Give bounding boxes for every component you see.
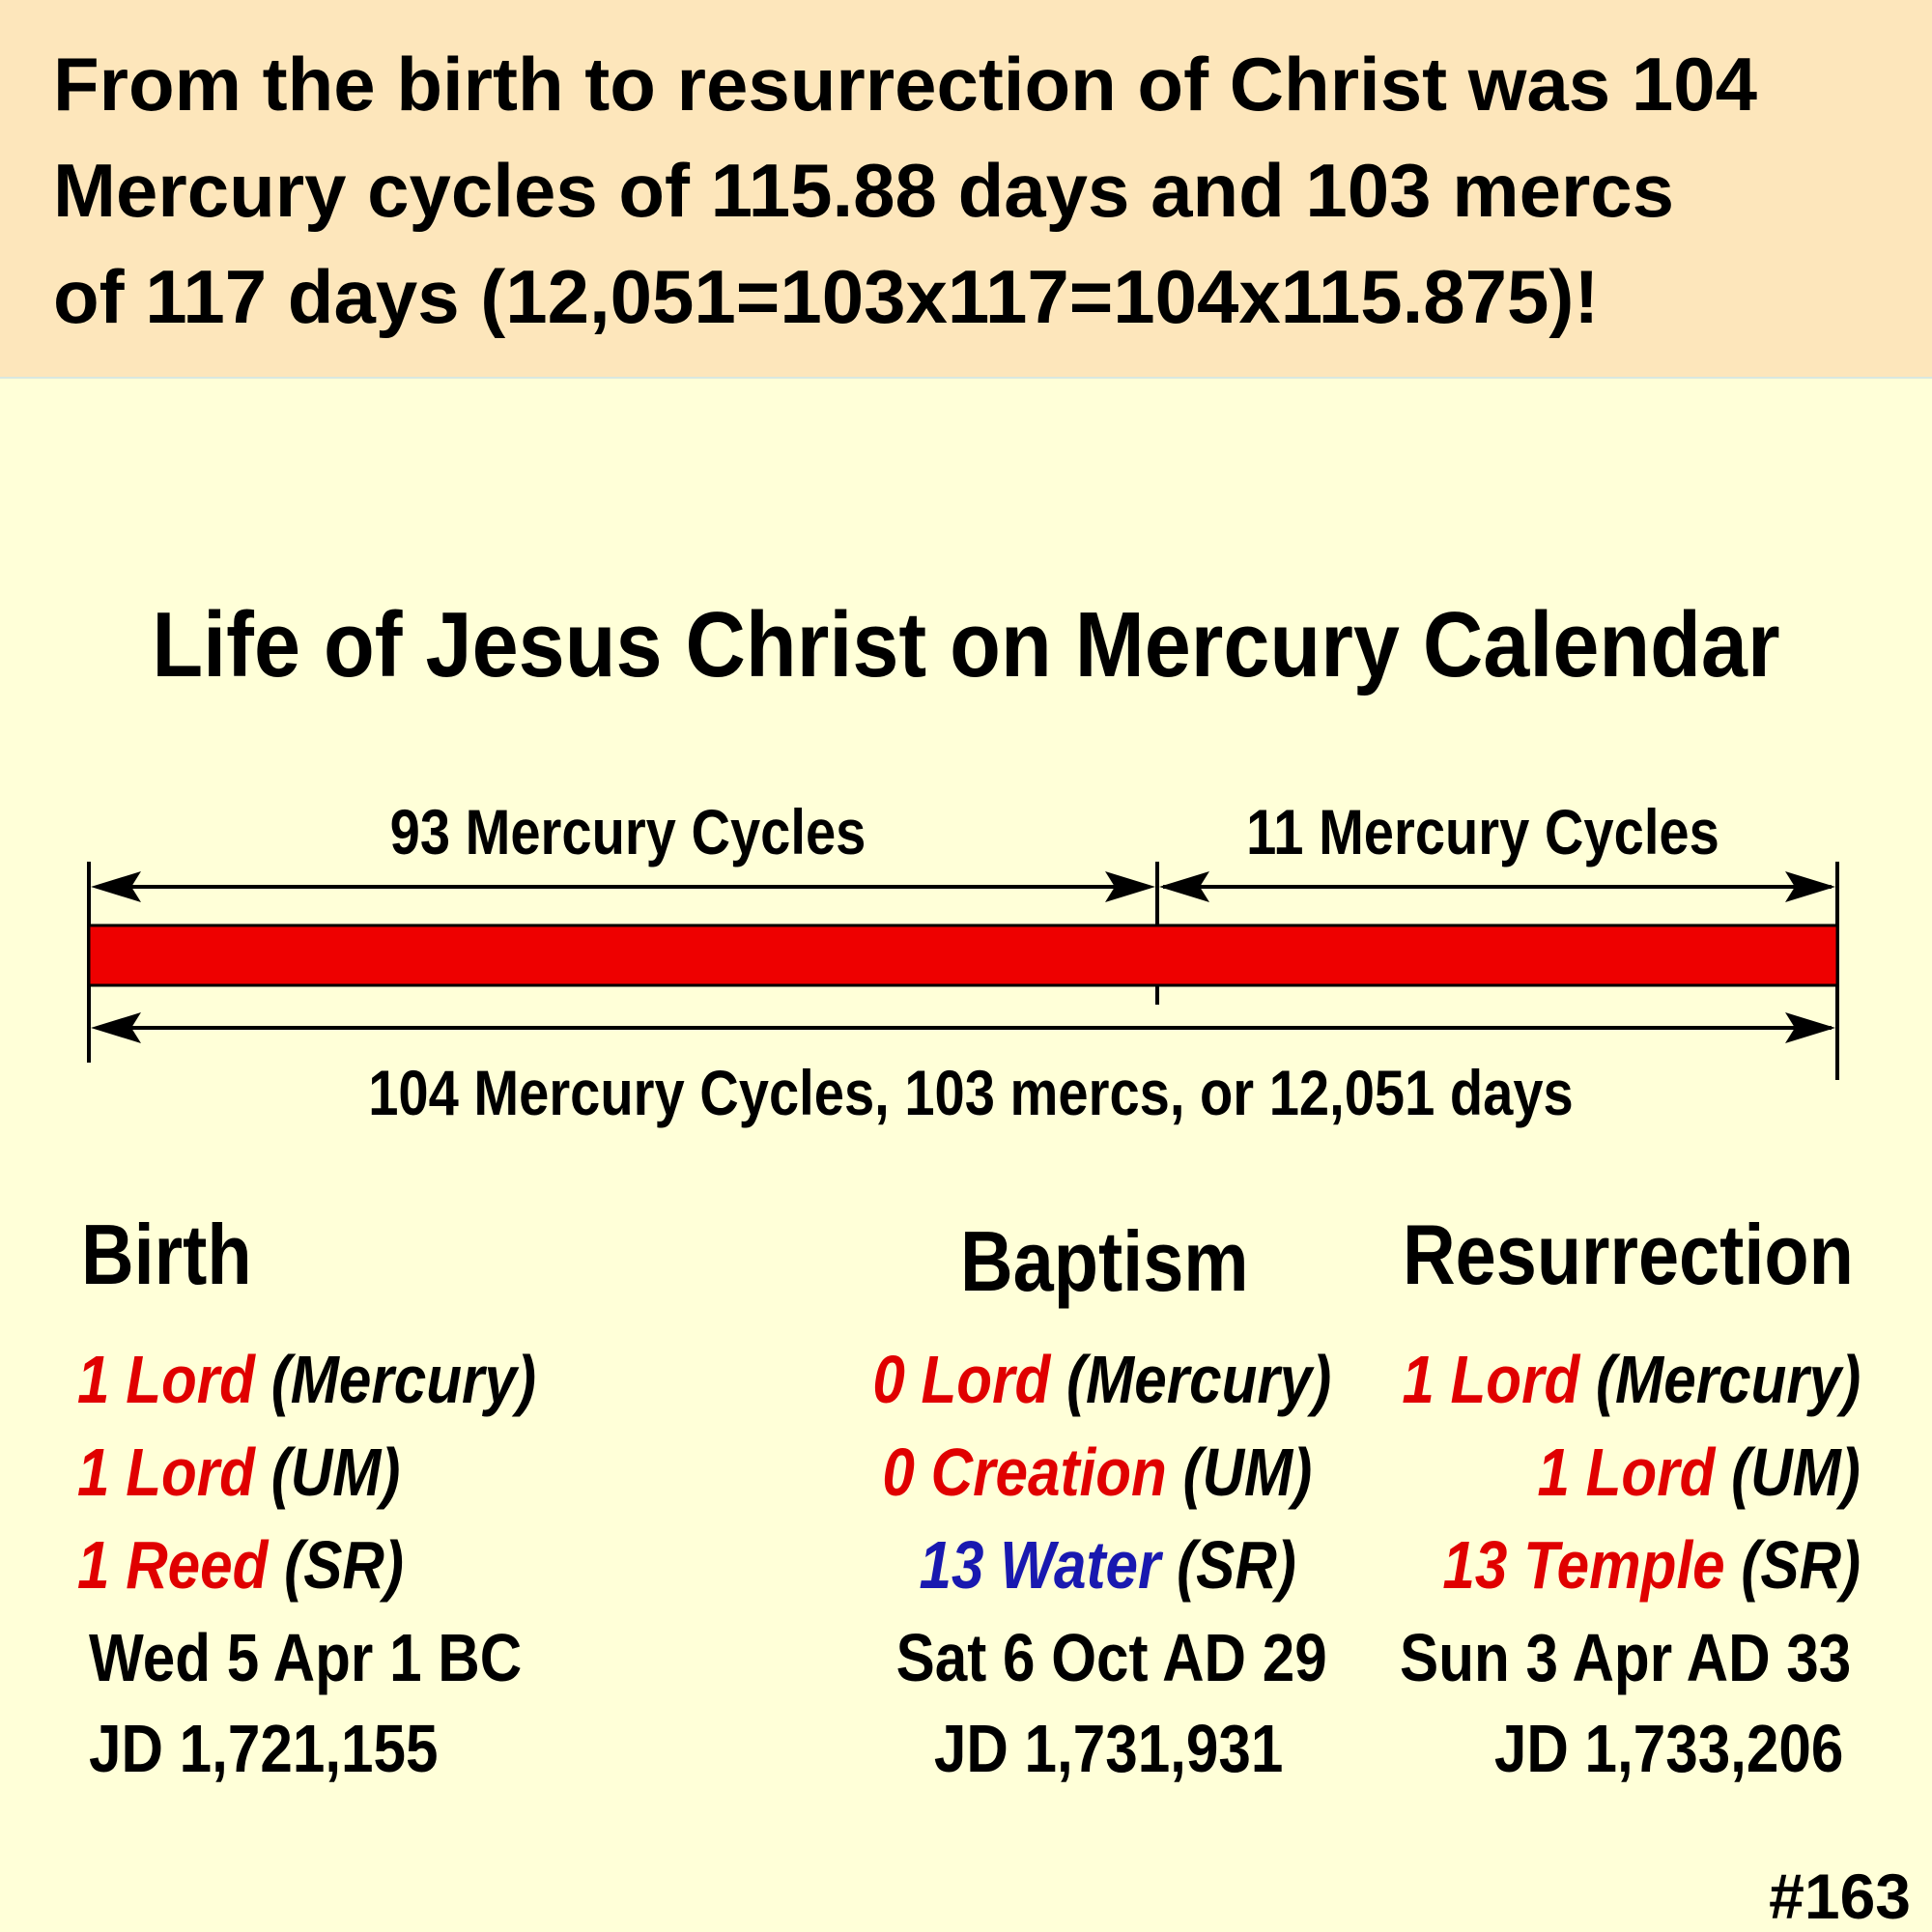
baptism-um-value: 0 Creation [882, 1435, 1167, 1510]
timeline-red-bar [87, 923, 1839, 987]
baptism-um-suffix: (UM) [1182, 1435, 1312, 1510]
segment-1-left-arrowhead [91, 871, 141, 902]
birth-date: Wed 5 Apr 1 BC [89, 1620, 523, 1695]
header-line-3: of 117 days (12,051=103x117=104x115.875)… [53, 254, 1600, 339]
baptism-jd: JD 1,731,931 [933, 1711, 1283, 1786]
birth-sr-suffix: (SR) [284, 1527, 404, 1603]
segment-2-left-arrowhead [1159, 871, 1209, 902]
birth-heading: Birth [81, 1207, 252, 1302]
segment-1-right-arrowhead [1105, 871, 1155, 902]
baptism-sr-row: 13 Water (SR) [920, 1531, 1296, 1599]
baptism-sr-suffix: (SR) [1177, 1527, 1296, 1603]
baptism-sr-value: 13 Water [919, 1527, 1161, 1603]
birth-mercury-row: 1 Lord (Mercury) [77, 1346, 536, 1413]
birth-jd: JD 1,721,155 [89, 1711, 439, 1786]
birth-mercury-suffix: (Mercury) [270, 1342, 537, 1417]
birth-um-row: 1 Lord (UM) [77, 1438, 400, 1506]
resurrection-um-row: 1 Lord (UM) [1538, 1438, 1861, 1506]
birth-sr-value: 1 Reed [77, 1527, 269, 1603]
header-banner: From the birth to resurrection of Christ… [0, 0, 1932, 379]
segment-1-label: 93 Mercury Cycles [389, 796, 867, 867]
resurrection-mercury-value: 1 Lord [1401, 1342, 1579, 1417]
resurrection-sr-row: 13 Temple (SR) [1442, 1531, 1861, 1599]
baptism-mercury-row: 0 Lord (Mercury) [872, 1346, 1331, 1413]
birth-sr-row: 1 Reed (SR) [77, 1531, 404, 1599]
diagram-title: Life of Jesus Christ on Mercury Calendar [152, 593, 1780, 696]
resurrection-mercury-suffix: (Mercury) [1595, 1342, 1861, 1417]
resurrection-jd: JD 1,733,206 [1493, 1711, 1843, 1786]
birth-um-value: 1 Lord [77, 1435, 255, 1510]
resurrection-heading: Resurrection [1403, 1207, 1854, 1302]
resurrection-sr-value: 13 Temple [1442, 1527, 1725, 1603]
resurrection-sr-suffix: (SR) [1741, 1527, 1861, 1603]
birth-um-suffix: (UM) [270, 1435, 401, 1510]
birth-mercury-value: 1 Lord [77, 1342, 255, 1417]
baptism-date: Sat 6 Oct AD 29 [895, 1620, 1327, 1695]
resurrection-date: Sun 3 Apr AD 33 [1399, 1620, 1851, 1695]
baptism-heading: Baptism [960, 1213, 1249, 1309]
total-left-arrowhead [91, 1012, 141, 1043]
baptism-mercury-value: 0 Lord [871, 1342, 1050, 1417]
slide-number: #163 [1769, 1861, 1911, 1932]
resurrection-um-suffix: (UM) [1731, 1435, 1861, 1510]
header-line-2: Mercury cycles of 115.88 days and 103 me… [53, 148, 1675, 233]
header-line-1: From the birth to resurrection of Christ… [53, 42, 1757, 127]
total-cycles-label: 104 Mercury Cycles, 103 mercs, or 12,051… [368, 1057, 1574, 1128]
baptism-um-row: 0 Creation (UM) [882, 1438, 1312, 1506]
resurrection-mercury-row: 1 Lord (Mercury) [1402, 1346, 1861, 1413]
resurrection-um-value: 1 Lord [1537, 1435, 1716, 1510]
baptism-mercury-suffix: (Mercury) [1065, 1342, 1331, 1417]
segment-2-right-arrowhead [1785, 871, 1835, 902]
segment-2-label: 11 Mercury Cycles [1246, 796, 1719, 867]
total-right-arrowhead [1785, 1012, 1835, 1043]
